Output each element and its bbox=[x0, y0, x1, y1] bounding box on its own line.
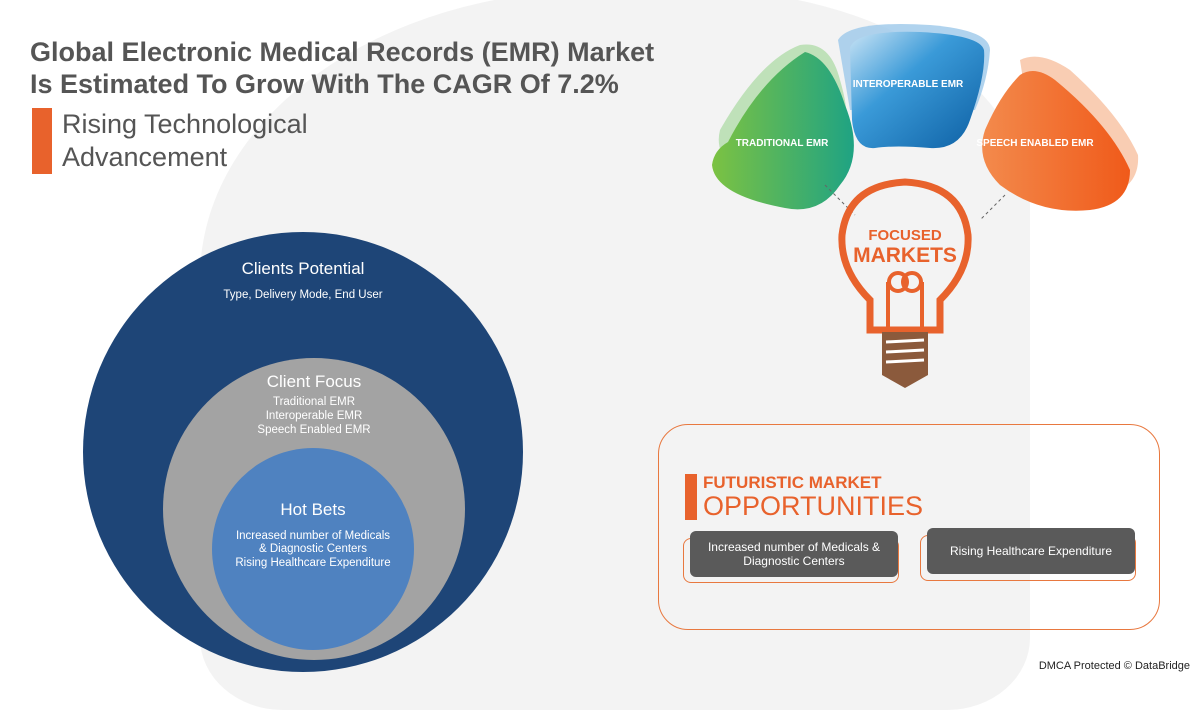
page-title: Global Electronic Medical Records (EMR) … bbox=[30, 36, 654, 100]
filament-icon bbox=[886, 282, 924, 330]
focused-markets-graphic bbox=[712, 24, 1139, 388]
hot-bets-item: & Diagnostic Centers bbox=[258, 543, 368, 555]
opportunity-card: Rising Healthcare Expenditure bbox=[927, 528, 1135, 574]
traditional-petal bbox=[712, 52, 854, 210]
speech-petal bbox=[982, 71, 1130, 211]
connector-line bbox=[824, 184, 856, 216]
petal-label-speech: SPEECH ENABLED EMR bbox=[976, 137, 1094, 149]
hot-bets-title: Hot Bets bbox=[280, 500, 346, 519]
client-focus-item: Interoperable EMR bbox=[265, 410, 363, 422]
opportunities-heading-2: OPPORTUNITIES bbox=[703, 491, 924, 521]
interoperable-petal bbox=[850, 31, 985, 149]
petal-label-interoperable: INTEROPERABLE EMR bbox=[852, 78, 964, 90]
title-line-1: Global Electronic Medical Records (EMR) … bbox=[30, 37, 655, 67]
dmca-notice: DMCA Protected © DataBridge bbox=[1038, 660, 1190, 672]
client-focus-item: Traditional EMR bbox=[272, 396, 356, 408]
bulb-text: FOCUSED MARKETS bbox=[840, 227, 970, 268]
client-focus-item: Speech Enabled EMR bbox=[257, 424, 371, 436]
clients-potential-text: Type, Delivery Mode, End User bbox=[223, 289, 383, 301]
hot-bets-item: Rising Healthcare Expenditure bbox=[235, 557, 391, 569]
hot-bets-item: Increased number of Medicals bbox=[235, 530, 391, 542]
petal-label-traditional: TRADITIONAL EMR bbox=[735, 137, 829, 149]
opportunities-heading: FUTURISTIC MARKET OPPORTUNITIES bbox=[685, 474, 923, 520]
clients-potential-title: Clients Potential bbox=[241, 259, 365, 278]
connector-line bbox=[979, 194, 1006, 221]
client-focus-title: Client Focus bbox=[266, 372, 362, 391]
bulb-icon bbox=[838, 178, 972, 334]
bulb-text-line-1: FOCUSED bbox=[868, 227, 942, 244]
subtitle: Rising Technological Advancement bbox=[32, 108, 308, 174]
title-line-2: Is Estimated To Grow With The CAGR Of 7.… bbox=[30, 69, 619, 99]
opportunities-panel bbox=[658, 424, 1160, 630]
subtitle-line-2: Advancement bbox=[62, 142, 228, 172]
opportunities-heading-1: FUTURISTIC MARKET bbox=[703, 473, 882, 492]
bulb-text-line-2: MARKETS bbox=[853, 244, 957, 267]
hot-bets-circle: Hot Bets Increased number of Medicals & … bbox=[212, 448, 414, 650]
subtitle-line-1: Rising Technological bbox=[62, 109, 308, 139]
opportunity-card: Increased number of Medicals & Diagnosti… bbox=[690, 531, 898, 577]
